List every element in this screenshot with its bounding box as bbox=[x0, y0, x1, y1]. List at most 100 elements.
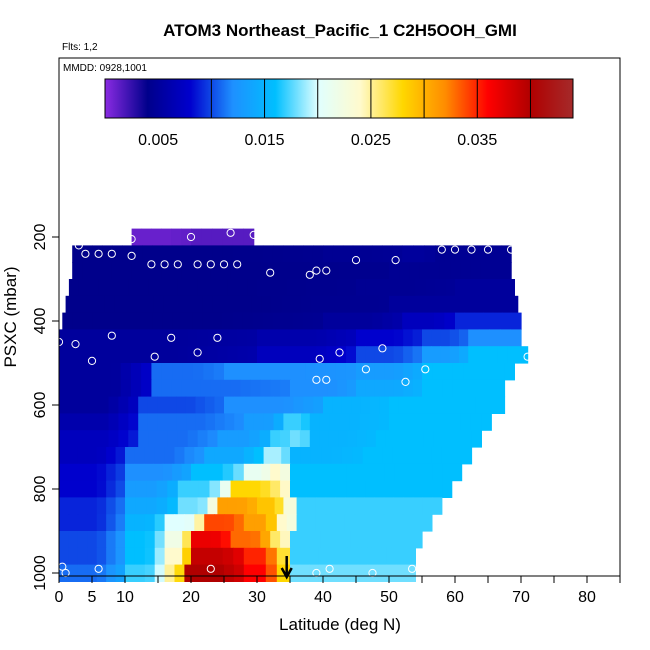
x-tick-label: 70 bbox=[512, 589, 530, 606]
heatmap-cell bbox=[79, 363, 91, 381]
heatmap-cell bbox=[59, 447, 70, 465]
heatmap-cell bbox=[191, 228, 203, 246]
heatmap-cell bbox=[442, 463, 453, 482]
heatmap-cell bbox=[237, 346, 248, 364]
heatmap-cell bbox=[306, 346, 317, 364]
heatmap-cell bbox=[422, 379, 433, 398]
heatmap-cell bbox=[432, 379, 444, 398]
heatmap-cell bbox=[260, 480, 271, 498]
heatmap-cell bbox=[375, 480, 386, 498]
heatmap-cell bbox=[202, 312, 214, 330]
heatmap-cell bbox=[290, 379, 301, 398]
heatmap-cell bbox=[78, 396, 90, 414]
heatmap-cell bbox=[222, 228, 234, 246]
heatmap-cell bbox=[220, 262, 232, 280]
heatmap-cells bbox=[59, 228, 529, 582]
heatmap-cell bbox=[242, 245, 254, 263]
heatmap-cell bbox=[158, 279, 169, 297]
heatmap-cell bbox=[122, 312, 134, 330]
heatmap-cell bbox=[305, 363, 316, 381]
heatmap-cell bbox=[428, 295, 440, 314]
heatmap-cell bbox=[356, 480, 367, 498]
heatmap-cell bbox=[217, 497, 228, 515]
heatmap-cell bbox=[338, 564, 349, 582]
heatmap-cell bbox=[276, 514, 288, 532]
heatmap-cell bbox=[200, 531, 212, 549]
heatmap-cell bbox=[125, 564, 136, 582]
heatmap-cell bbox=[385, 279, 397, 297]
heatmap-cell bbox=[374, 379, 385, 398]
heatmap-cell bbox=[346, 463, 357, 482]
x-tick-label: 20 bbox=[182, 589, 200, 606]
heatmap-cell bbox=[181, 463, 192, 482]
heatmap-cell bbox=[433, 312, 446, 330]
heatmap-cell bbox=[88, 396, 100, 414]
heatmap-cell bbox=[141, 379, 152, 398]
heatmap-cell bbox=[328, 547, 339, 566]
heatmap-cell bbox=[118, 329, 129, 347]
heatmap-cell bbox=[177, 430, 189, 448]
heatmap-cell bbox=[418, 295, 430, 314]
heatmap-cell bbox=[191, 547, 203, 566]
heatmap-cell bbox=[243, 463, 254, 482]
heatmap-cell bbox=[210, 379, 222, 398]
heatmap-cell bbox=[399, 413, 411, 431]
heatmap-cell bbox=[290, 564, 301, 582]
heatmap-cell bbox=[87, 497, 98, 515]
heatmap-cell bbox=[340, 295, 351, 314]
heatmap-cell bbox=[232, 228, 244, 246]
heatmap-cell bbox=[384, 463, 395, 482]
heatmap-cell bbox=[440, 329, 451, 347]
heatmap-cell bbox=[68, 514, 79, 532]
heatmap-cell bbox=[443, 430, 454, 448]
heatmap-cell bbox=[121, 262, 133, 280]
heatmap-cell bbox=[263, 396, 275, 414]
heatmap-cell bbox=[249, 430, 261, 448]
heatmap-cell bbox=[449, 346, 460, 364]
heatmap-cell bbox=[365, 480, 376, 498]
observation-points bbox=[54, 228, 532, 578]
heatmap-cell bbox=[413, 480, 424, 498]
heatmap-cell bbox=[299, 564, 310, 582]
heatmap-cell bbox=[432, 363, 444, 381]
heatmap-cell bbox=[392, 245, 403, 263]
heatmap-cell bbox=[134, 514, 146, 532]
heatmap-cell bbox=[337, 463, 348, 482]
heatmap-cell bbox=[383, 497, 394, 515]
heatmap-cell bbox=[460, 262, 472, 280]
heatmap-cell bbox=[464, 279, 476, 297]
heatmap-cell bbox=[483, 312, 494, 330]
heatmap-cell bbox=[134, 447, 146, 465]
heatmap-cell bbox=[308, 480, 319, 498]
heatmap-cell bbox=[220, 379, 232, 398]
heatmap-cell bbox=[167, 413, 178, 431]
heatmap-cell bbox=[201, 463, 213, 482]
heatmap-cell bbox=[392, 312, 403, 330]
heatmap-cell bbox=[88, 413, 100, 431]
heatmap-cell bbox=[466, 396, 477, 414]
heatmap-cell bbox=[423, 430, 434, 448]
heatmap-cell bbox=[260, 379, 271, 398]
heatmap-cell bbox=[371, 531, 382, 549]
heatmap-cell bbox=[274, 363, 286, 381]
heatmap-cell bbox=[270, 480, 281, 498]
heatmap-cell bbox=[98, 329, 110, 347]
heatmap-cell bbox=[87, 480, 98, 498]
heatmap-cell bbox=[217, 346, 228, 364]
heatmap-cell bbox=[125, 480, 137, 498]
heatmap-cell bbox=[202, 295, 214, 314]
heatmap-cell bbox=[200, 262, 212, 280]
heatmap-cell bbox=[237, 279, 248, 297]
heatmap-cell bbox=[59, 514, 70, 532]
heatmap-cell bbox=[101, 262, 113, 280]
heatmap-cell bbox=[158, 430, 169, 448]
heatmap-cell bbox=[128, 279, 139, 297]
heatmap-cell bbox=[374, 346, 385, 364]
heatmap-cell bbox=[329, 262, 341, 280]
heatmap-cell bbox=[384, 480, 395, 498]
heatmap-cell bbox=[224, 363, 235, 381]
heatmap-cell bbox=[315, 363, 327, 381]
heatmap-cell bbox=[356, 329, 367, 347]
colorbar: 0.005 0.015 0.025 0.035 bbox=[104, 78, 574, 149]
heatmap-cell bbox=[292, 312, 304, 330]
